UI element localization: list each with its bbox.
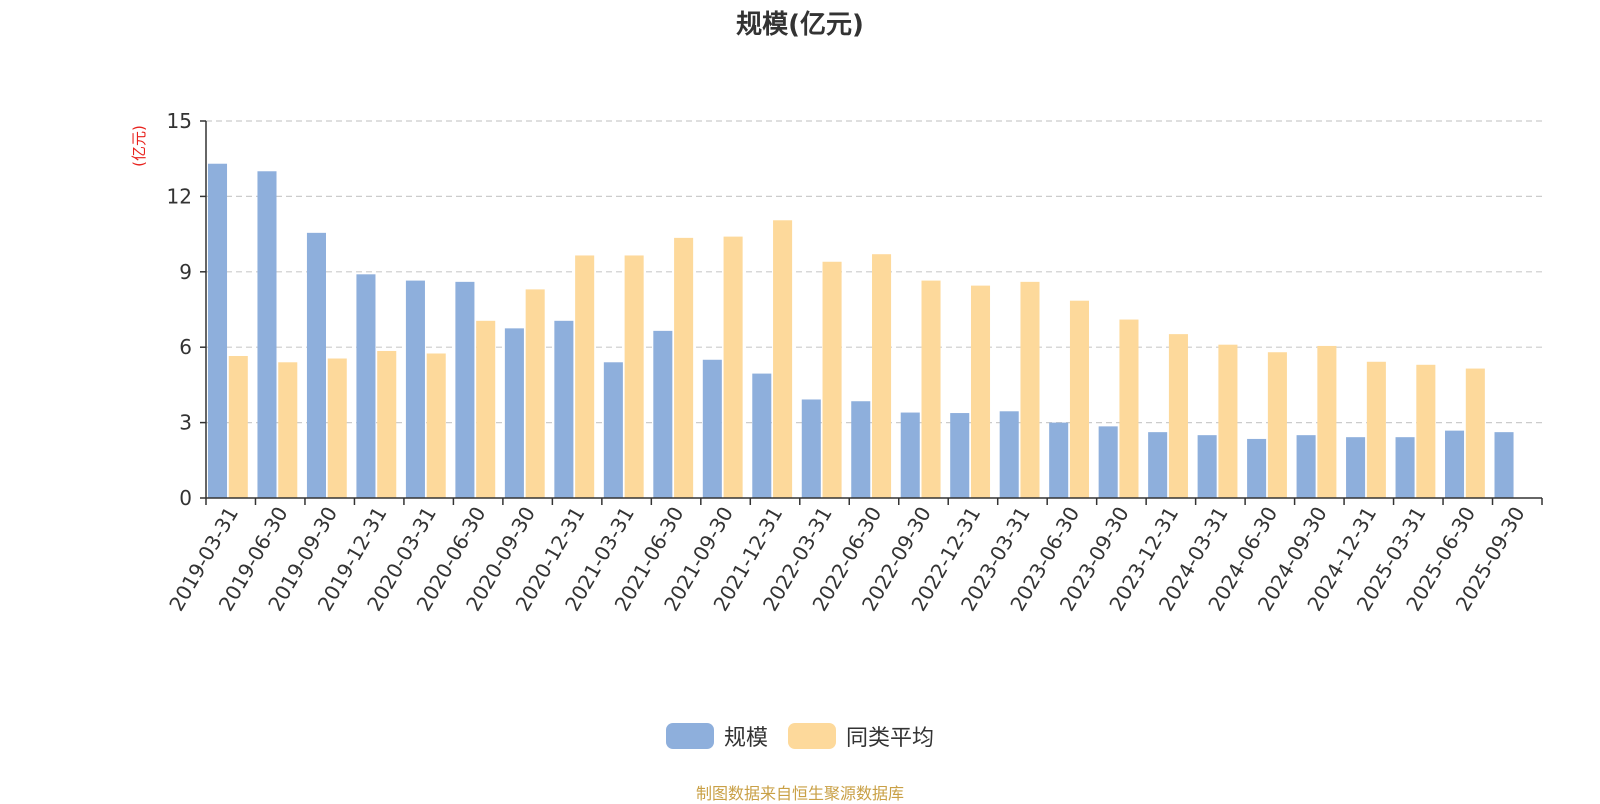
bar-peer-average[interactable] [970, 285, 991, 498]
legend-label-peer-average: 同类平均 [846, 726, 935, 751]
bar-scale[interactable] [207, 163, 228, 498]
bar-scale[interactable] [653, 330, 673, 498]
bar-scale[interactable] [1049, 422, 1069, 498]
y-tick-label: 3 [179, 411, 192, 435]
bar-peer-average[interactable] [1317, 345, 1337, 498]
bar-peer-average[interactable] [822, 261, 842, 498]
bar-peer-average[interactable] [1416, 364, 1436, 498]
bar-scale[interactable] [1395, 437, 1415, 498]
y-tick-label: 15 [167, 109, 192, 133]
bar-scale[interactable] [455, 281, 475, 498]
bar-peer-average[interactable] [773, 220, 793, 498]
bar-scale[interactable] [1247, 438, 1267, 498]
bar-scale[interactable] [900, 412, 920, 498]
bar-peer-average[interactable] [1168, 334, 1188, 498]
y-axis: 0 3 6 9 12 15 [167, 109, 207, 510]
legend-swatch-peer-average [788, 723, 836, 749]
bar-peer-average[interactable] [674, 237, 694, 498]
bar-peer-average[interactable] [1020, 281, 1040, 498]
chart-title: 规模(亿元) [736, 10, 864, 40]
legend-label-scale: 规模 [723, 726, 768, 751]
bar-scale[interactable] [306, 232, 326, 499]
bar-scale[interactable] [702, 359, 722, 498]
legend-item-scale[interactable]: 规模 [665, 720, 768, 752]
y-tick-label: 12 [167, 184, 192, 208]
source-note: 制图数据来自恒生聚源数据库 [695, 784, 904, 803]
y-tick-label: 0 [179, 486, 192, 510]
bar-scale[interactable] [1494, 432, 1514, 498]
bar-scale[interactable] [950, 413, 970, 498]
bar-scale[interactable] [554, 320, 574, 498]
bar-peer-average[interactable] [1069, 300, 1089, 498]
bar-scale[interactable] [1346, 437, 1366, 498]
x-axis: 2019-03-312019-06-302019-09-302019-12-31… [164, 497, 1543, 615]
bar-peer-average[interactable] [921, 280, 941, 498]
y-tick-label: 6 [179, 335, 192, 359]
bar-scale[interactable] [851, 401, 871, 498]
bar-peer-average[interactable] [1366, 361, 1386, 498]
bar-scale[interactable] [504, 328, 524, 498]
bar-scale[interactable] [257, 171, 277, 498]
bar-scale[interactable] [801, 399, 821, 498]
bar-peer-average[interactable] [377, 350, 397, 498]
bar-scale[interactable] [1445, 430, 1465, 498]
bar-peer-average[interactable] [1119, 319, 1139, 498]
legend: 规模 同类平均 [0, 720, 1600, 752]
bar-scale[interactable] [1296, 435, 1316, 498]
bar-peer-average[interactable] [327, 358, 347, 498]
bar-scale[interactable] [1098, 426, 1118, 498]
bar-peer-average[interactable] [476, 320, 496, 498]
bar-peer-average[interactable] [525, 289, 545, 498]
bar-scale[interactable] [356, 274, 376, 498]
bar-scale[interactable] [405, 280, 425, 498]
bar-peer-average[interactable] [426, 353, 446, 498]
bar-scale[interactable] [1148, 432, 1168, 498]
bar-scale[interactable] [1197, 435, 1217, 498]
bar-scale[interactable] [603, 362, 623, 498]
bar-scale[interactable] [999, 411, 1019, 498]
legend-swatch-scale [665, 723, 714, 749]
bar-peer-average[interactable] [872, 254, 892, 498]
bar-scale[interactable] [752, 373, 772, 498]
bar-peer-average[interactable] [278, 362, 298, 498]
y-axis-label: (亿元) [130, 125, 148, 167]
legend-item-peer-average[interactable]: 同类平均 [788, 720, 934, 752]
bar-peer-average[interactable] [1218, 344, 1238, 498]
bar-peer-average[interactable] [575, 255, 595, 498]
bar-peer-average[interactable] [1267, 352, 1287, 498]
bar-peer-average[interactable] [624, 255, 644, 498]
bar-peer-average[interactable] [228, 355, 248, 498]
bar-peer-average[interactable] [723, 236, 743, 498]
y-tick-label: 9 [179, 260, 192, 284]
bars [207, 163, 1514, 499]
bar-peer-average[interactable] [1465, 368, 1485, 498]
